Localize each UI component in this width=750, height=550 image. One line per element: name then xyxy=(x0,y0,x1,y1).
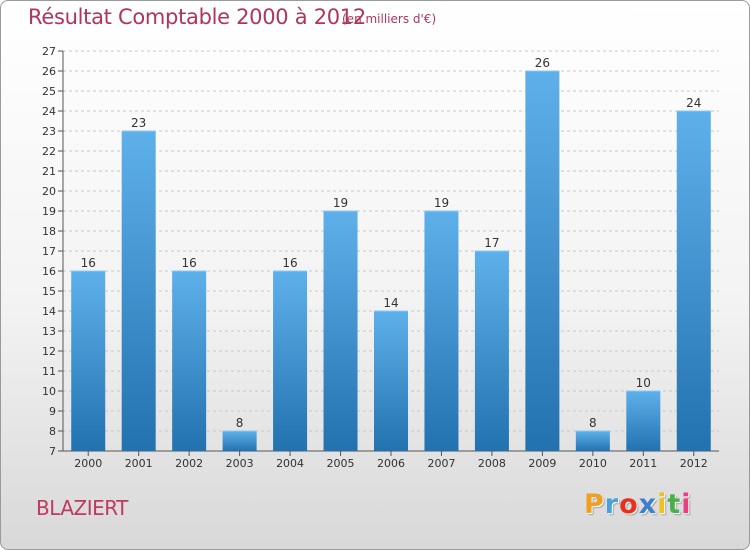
y-tick-label: 8 xyxy=(49,425,56,438)
logo-letter: i xyxy=(657,489,668,520)
y-tick-label: 26 xyxy=(42,65,56,78)
bar xyxy=(424,211,459,451)
y-tick-label: 10 xyxy=(42,385,56,398)
x-tick-label: 2011 xyxy=(629,457,657,470)
bar xyxy=(222,431,257,451)
data-label: 26 xyxy=(535,56,550,70)
x-tick-label: 2000 xyxy=(74,457,102,470)
y-tick-label: 14 xyxy=(42,305,56,318)
y-tick-label: 15 xyxy=(42,285,56,298)
x-tick-label: 2009 xyxy=(528,457,556,470)
y-tick-label: 11 xyxy=(42,365,56,378)
data-label: 14 xyxy=(383,296,398,310)
bar xyxy=(323,211,358,451)
y-tick-label: 27 xyxy=(42,45,56,58)
data-label: 16 xyxy=(182,256,197,270)
x-tick-label: 2007 xyxy=(427,457,455,470)
y-tick-label: 18 xyxy=(42,225,56,238)
bar xyxy=(273,271,308,451)
bar xyxy=(374,311,408,451)
y-tick-label: 20 xyxy=(42,185,56,198)
logo-letter: P xyxy=(584,489,605,520)
bar xyxy=(676,111,711,451)
data-label: 16 xyxy=(81,256,96,270)
data-label: 8 xyxy=(589,416,597,430)
data-label: 10 xyxy=(636,376,651,390)
y-tick-label: 24 xyxy=(42,105,56,118)
data-label: 8 xyxy=(236,416,244,430)
data-label: 19 xyxy=(434,196,449,210)
y-tick-label: 23 xyxy=(42,125,56,138)
x-tick-label: 2004 xyxy=(276,457,304,470)
bar xyxy=(71,271,106,451)
bar xyxy=(474,251,509,451)
x-tick-label: 2008 xyxy=(478,457,506,470)
x-tick-label: 2006 xyxy=(377,457,405,470)
chart-title: Résultat Comptable 2000 à 2012 xyxy=(28,5,366,29)
bar xyxy=(172,271,207,451)
data-label: 17 xyxy=(484,236,499,250)
x-tick-label: 2012 xyxy=(680,457,708,470)
y-tick-label: 7 xyxy=(49,445,56,458)
y-tick-label: 13 xyxy=(42,325,56,338)
bar xyxy=(121,131,156,451)
x-tick-label: 2001 xyxy=(125,457,153,470)
data-label: 24 xyxy=(686,96,701,110)
x-tick-label: 2003 xyxy=(226,457,254,470)
proxiti-logo[interactable]: Proxiti xyxy=(584,489,692,520)
y-tick-label: 22 xyxy=(42,145,56,158)
y-tick-label: 16 xyxy=(42,265,56,278)
y-tick-label: 21 xyxy=(42,165,56,178)
y-tick-label: 12 xyxy=(42,345,56,358)
y-tick-label: 19 xyxy=(42,205,56,218)
logo-letter: r xyxy=(604,489,620,520)
bar xyxy=(575,431,610,451)
y-tick-label: 25 xyxy=(42,85,56,98)
y-tick-label: 17 xyxy=(42,245,56,258)
x-tick-label: 2010 xyxy=(579,457,607,470)
chart-subtitle: (en milliers d'€) xyxy=(342,12,437,26)
logo-letter: o xyxy=(619,489,639,520)
logo-letter: x xyxy=(638,489,658,520)
data-label: 19 xyxy=(333,196,348,210)
bar xyxy=(626,391,661,451)
bar xyxy=(525,71,560,451)
y-tick-label: 9 xyxy=(49,405,56,418)
data-label: 16 xyxy=(282,256,297,270)
logo-letter: t xyxy=(667,489,682,520)
data-label: 23 xyxy=(131,116,146,130)
logo-letter: i xyxy=(681,489,692,520)
commune-name: BLAZIERT xyxy=(36,496,128,520)
x-tick-label: 2005 xyxy=(327,457,355,470)
x-tick-label: 2002 xyxy=(175,457,203,470)
